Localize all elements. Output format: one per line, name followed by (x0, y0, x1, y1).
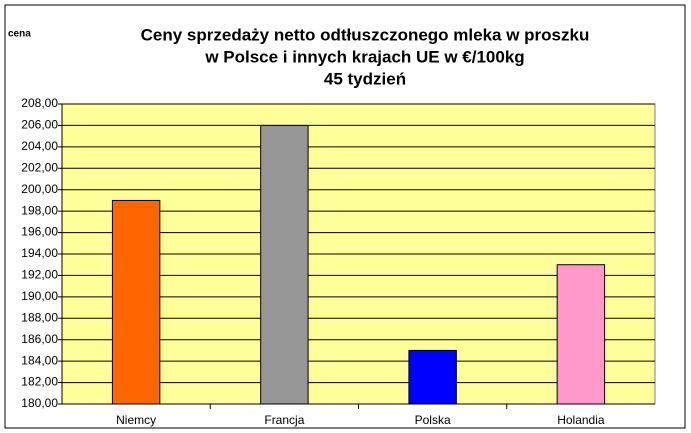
x-tick-label: Polska (415, 413, 451, 427)
y-tick-label: 190,00 (21, 289, 58, 303)
y-tick-label: 196,00 (21, 225, 58, 239)
x-tick-label: Niemcy (116, 413, 156, 427)
y-tick-label: 202,00 (21, 160, 58, 174)
x-tick-label: Holandia (557, 413, 605, 427)
y-tick-label: 200,00 (21, 182, 58, 196)
y-tick-label: 184,00 (21, 353, 58, 367)
y-tick-label: 182,00 (21, 375, 58, 389)
y-tick-label: 206,00 (21, 118, 58, 132)
bar (408, 349, 457, 405)
bar (111, 199, 161, 405)
y-tick-label: 192,00 (21, 268, 58, 282)
chart-title: 45 tydzień (324, 69, 406, 88)
y-tick-label: 194,00 (21, 246, 58, 260)
y-tick-label: 180,00 (21, 396, 58, 410)
y-tick-label: 208,00 (21, 96, 58, 110)
y-axis-label: cena (8, 29, 31, 40)
y-tick-label: 198,00 (21, 203, 58, 217)
bar (260, 124, 309, 405)
chart-title: Ceny sprzedaży netto odtłuszczonego mlek… (141, 25, 590, 44)
chart-title: w Polsce i innych krajach UE w €/100kg (204, 47, 524, 66)
y-tick-label: 204,00 (21, 139, 58, 153)
bar (556, 264, 606, 405)
y-tick-label: 186,00 (21, 332, 58, 346)
x-tick-label: Francja (264, 413, 304, 427)
y-tick-label: 188,00 (21, 310, 58, 324)
